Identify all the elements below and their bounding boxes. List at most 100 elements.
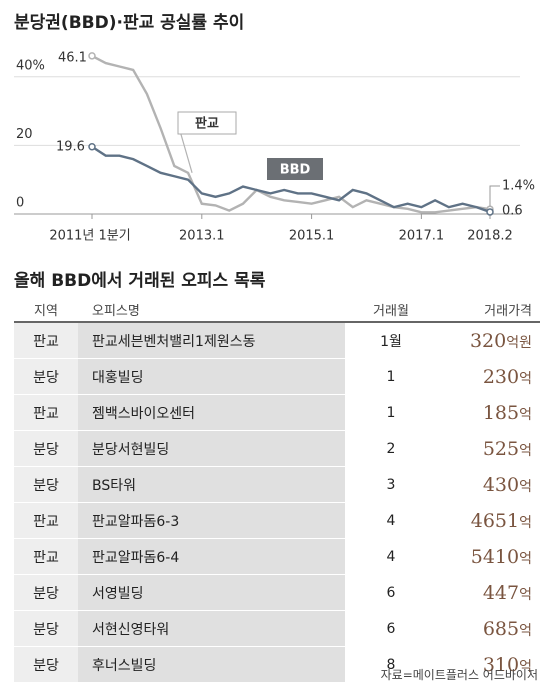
office-name: BS타워 xyxy=(78,466,345,503)
price: 320억원 xyxy=(437,322,540,359)
annotation: 19.6 xyxy=(56,139,85,154)
price-unit: 억 xyxy=(519,622,532,639)
point xyxy=(486,208,494,216)
price: 447억 xyxy=(437,574,540,611)
table-row: 판교 판교알파돔6-3 4 4651억 xyxy=(14,502,540,539)
header-cell: 지역 xyxy=(14,297,78,323)
price-unit: 억원 xyxy=(506,334,532,351)
month: 1 xyxy=(345,394,437,431)
header-cell: 오피스명 xyxy=(78,297,345,323)
office-name: 젬백스바이오센터 xyxy=(78,394,345,431)
annotation: 46.1 xyxy=(58,50,87,65)
price-amount: 230 xyxy=(482,365,520,388)
region: 분당 xyxy=(14,430,78,467)
price-unit: 억 xyxy=(519,406,532,423)
price-unit: 억 xyxy=(519,550,532,567)
table-row: 분당 대홍빌딩 1 230억 xyxy=(14,358,540,395)
month: 6 xyxy=(345,610,437,647)
region: 판교 xyxy=(14,322,78,359)
office-name: 분당서현빌딩 xyxy=(78,430,345,467)
table-row: 판교 판교세븐벤처밸리1제원스동 1월 320억원 xyxy=(14,322,540,359)
table-row: 분당 서영빌딩 6 447억 xyxy=(14,574,540,611)
y-tick-label: 40% xyxy=(16,58,45,73)
annotation: 0.6 xyxy=(502,204,523,219)
price-unit: 억 xyxy=(519,370,532,387)
x-tick-label: 2011년 1분기 xyxy=(49,229,130,244)
region: 분당 xyxy=(14,358,78,395)
price: 230억 xyxy=(437,358,540,395)
office-name: 서현신영타워 xyxy=(78,610,345,647)
month: 3 xyxy=(345,466,437,503)
y-tick-label: 20 xyxy=(16,127,33,142)
price-unit: 억 xyxy=(519,514,532,531)
price: 5410억 xyxy=(437,538,540,575)
point xyxy=(88,143,96,151)
office-name: 서영빌딩 xyxy=(78,574,345,611)
legend-box xyxy=(267,158,323,180)
price-amount: 4651 xyxy=(470,509,520,532)
table-row: 판교 판교알파돔6-4 4 5410억 xyxy=(14,538,540,575)
price: 525억 xyxy=(437,430,540,467)
month: 2 xyxy=(345,430,437,467)
table-row: 분당 분당서현빌딩 2 525억 xyxy=(14,430,540,467)
price-unit: 억 xyxy=(519,586,532,603)
region: 판교 xyxy=(14,394,78,431)
price: 185억 xyxy=(437,394,540,431)
annotation: 1.4% xyxy=(502,179,535,194)
header-cell: 거래월 xyxy=(345,297,437,323)
table-row: 분당 BS타워 3 430억 xyxy=(14,466,540,503)
line xyxy=(91,54,491,214)
month: 4 xyxy=(345,502,437,539)
region: 분당 xyxy=(14,466,78,503)
region: 분당 xyxy=(14,646,78,683)
month: 8 xyxy=(345,646,437,683)
point xyxy=(88,52,96,60)
x-tick-label: 2015.1 xyxy=(289,229,335,244)
price-amount: 310 xyxy=(482,653,520,676)
office-name: 판교알파돔6-4 xyxy=(78,538,345,575)
table-row: 분당 서현신영타워 6 685억 xyxy=(14,610,540,647)
region: 분당 xyxy=(14,610,78,647)
table-row: 분당 후너스빌딩 8 310억 xyxy=(14,646,540,683)
x-tick-label: 2018.2 xyxy=(467,229,513,244)
table: 지역 오피스명 거래월 거래가격 판교 판교세븐벤처밸리1제원스동 1월 320억원 분당 대홍빌… xyxy=(14,297,540,683)
table-row: 판교 젬백스바이오센터 1 185억 xyxy=(14,394,540,431)
month: 1 xyxy=(345,358,437,395)
month: 1월 xyxy=(345,322,437,359)
month: 4 xyxy=(345,538,437,575)
price-amount: 430 xyxy=(482,473,520,496)
x-tick-label: 2017.1 xyxy=(399,229,445,244)
region: 판교 xyxy=(14,538,78,575)
region: 분당 xyxy=(14,574,78,611)
price-unit: 억 xyxy=(519,478,532,495)
price: 430억 xyxy=(437,466,540,503)
price-unit: 억 xyxy=(519,442,532,459)
header-row: 지역 오피스명 거래월 거래가격 xyxy=(14,297,540,323)
legend-label: 판교 xyxy=(195,116,219,132)
price-amount: 525 xyxy=(482,437,520,460)
office-name: 대홍빌딩 xyxy=(78,358,345,395)
chart: 40% 20 0 2011년 1분기 2013.1 2015.1 2017.1 2018.2 판… xyxy=(14,50,535,244)
price-amount: 685 xyxy=(482,617,520,640)
table-title: 올해 BBD에서 거래된 오피스 목록 xyxy=(14,271,266,291)
header-cell: 거래가격 xyxy=(437,297,540,323)
price-unit: 억 xyxy=(519,658,532,675)
price-amount: 320 xyxy=(469,329,507,352)
price: 4651억 xyxy=(437,502,540,539)
price: 685억 xyxy=(437,610,540,647)
price-amount: 447 xyxy=(482,581,520,604)
legend-label: BBD xyxy=(280,163,311,178)
office-name: 판교알파돔6-3 xyxy=(78,502,345,539)
legend-box xyxy=(177,111,237,135)
office-name: 판교세븐벤처밸리1제원스동 xyxy=(78,322,345,359)
price: 310억 xyxy=(437,646,540,683)
month: 6 xyxy=(345,574,437,611)
x-tick-label: 2013.1 xyxy=(179,229,225,244)
price-amount: 185 xyxy=(482,401,520,424)
source: 자료=메이트플러스 어드바이저 xyxy=(380,668,538,682)
line xyxy=(91,145,491,214)
office-name: 후너스빌딩 xyxy=(78,646,345,683)
price-amount: 5410 xyxy=(470,545,520,568)
y-tick-label: 0 xyxy=(16,196,24,211)
